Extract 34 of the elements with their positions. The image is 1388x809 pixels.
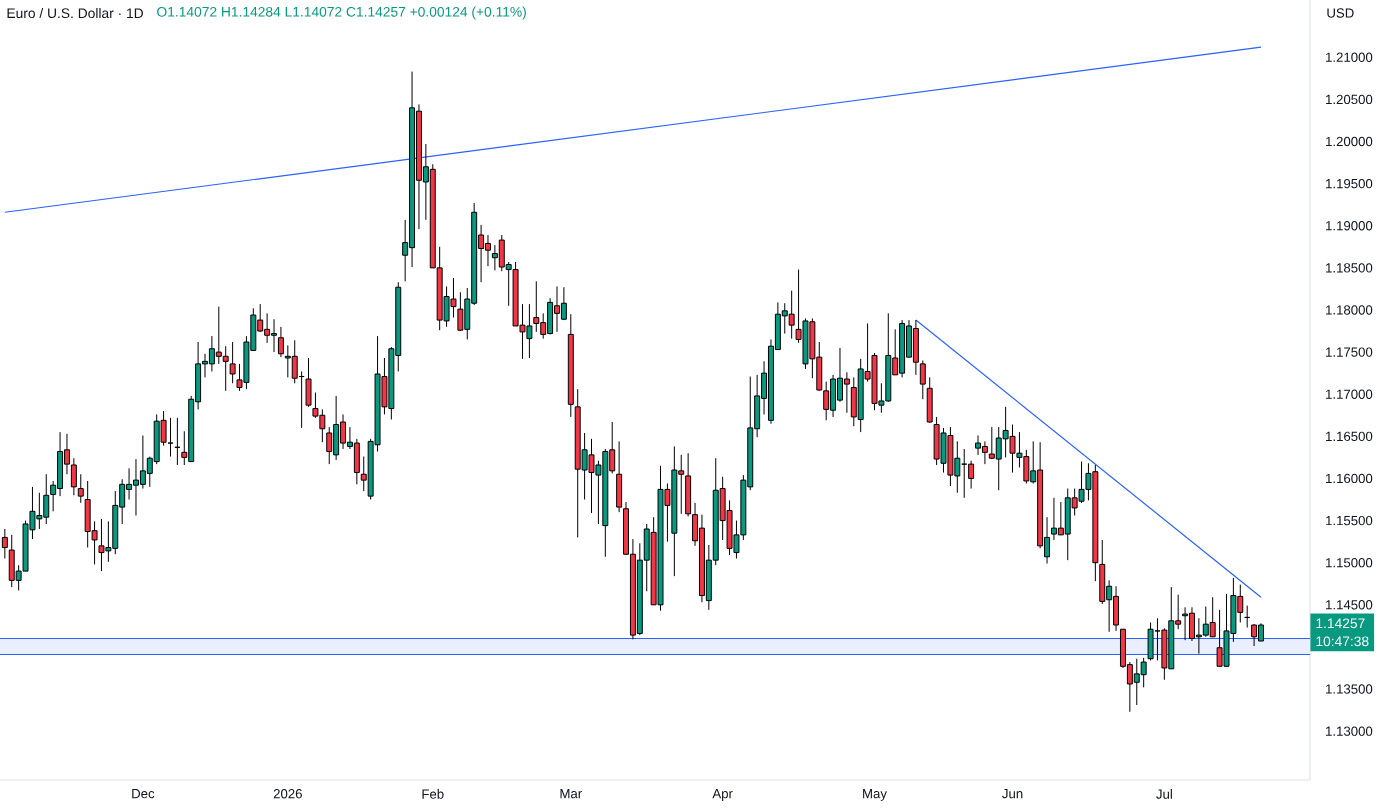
y-tick-label: 1.14500 <box>1326 600 1373 610</box>
x-tick-label: Jul <box>1156 789 1172 799</box>
chart-title: Euro / U.S. Dollar · 1D <box>7 7 144 19</box>
x-tick-label: Apr <box>712 789 733 801</box>
x-tick-label: May <box>863 789 887 801</box>
y-tick-label: 1.15000 <box>1326 558 1373 568</box>
x-tick-label: Feb <box>422 789 444 799</box>
chart-subtitle: O1.14072 H1.14284 L1.14072 C1.14257 +0.00124 (+0.11%) <box>157 6 526 20</box>
y-tick-label: 1.13000 <box>1326 726 1373 736</box>
x-tick-label: Mar <box>560 789 582 799</box>
candlestick <box>919 360 926 400</box>
y-tick-label: 1.16000 <box>1326 473 1373 484</box>
y-tick-label: 1.18000 <box>1326 305 1373 315</box>
x-tick-label: Jun <box>1002 789 1023 799</box>
candlestick <box>229 341 236 384</box>
y-tick-label: 1.18500 <box>1326 263 1373 273</box>
y-tick-label: 1.13500 <box>1326 684 1373 694</box>
candlestick <box>1 528 8 559</box>
text: 10:47:38 <box>1316 636 1369 647</box>
y-tick-label: 1.21000 <box>1326 52 1373 62</box>
y-tick-label: 1.15500 <box>1326 515 1373 526</box>
y-tick-label: 1.20500 <box>1326 94 1373 105</box>
y-tick-label: 1.19500 <box>1326 178 1373 189</box>
candlestick <box>77 473 84 504</box>
y-axis-title: USD <box>1327 8 1354 18</box>
text: 1.14257 <box>1316 618 1365 629</box>
x-tick-label: 2026 <box>273 789 302 799</box>
y-tick-label: 1.17500 <box>1326 347 1373 357</box>
y-tick-label: 1.20000 <box>1326 136 1373 147</box>
candlestick <box>277 326 284 358</box>
y-tick-label: 1.17000 <box>1326 389 1373 399</box>
y-tick-label: 1.19000 <box>1326 221 1373 231</box>
x-tick-label: Dec <box>132 789 155 799</box>
y-tick-label: 1.16500 <box>1326 431 1373 441</box>
